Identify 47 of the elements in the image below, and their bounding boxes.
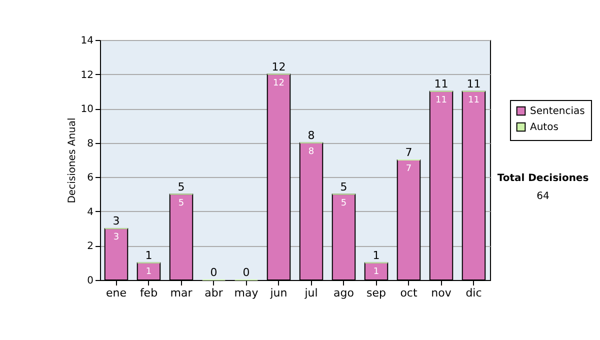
data-label: 8 — [308, 146, 314, 157]
y-tick-label: 14 — [80, 36, 94, 46]
x-tick-label: nov — [431, 286, 452, 300]
total-label: 3 — [112, 214, 120, 228]
x-tick-label: ago — [334, 286, 354, 300]
total-label: 0 — [210, 266, 218, 279]
y-tick-label: 0 — [87, 276, 94, 286]
y-axis-title: Decisiones Anual — [66, 118, 78, 204]
y-tick-label: 12 — [80, 70, 94, 81]
data-label: 5 — [340, 198, 347, 208]
total-label: 12 — [272, 60, 286, 74]
x-tick-label: ene — [106, 286, 127, 300]
text: Total Decisiones — [497, 173, 589, 184]
total-label: 11 — [466, 77, 481, 90]
data-label: 7 — [406, 164, 412, 174]
y-tick-label: 4 — [87, 206, 94, 218]
x-tick-label: oct — [400, 286, 418, 300]
x-tick-label: may — [234, 286, 259, 300]
data-label: 11 — [436, 95, 447, 106]
data-label: 1 — [373, 266, 380, 277]
total-label: 0 — [242, 266, 250, 279]
data-label: 5 — [178, 198, 184, 208]
x-tick-label: sep — [366, 286, 386, 300]
x-tick-label: jun — [269, 286, 288, 300]
total-label: 5 — [178, 180, 185, 194]
total-label: 8 — [308, 128, 315, 142]
x-tick-label: mar — [170, 286, 193, 300]
y-tick-label: 10 — [80, 104, 94, 116]
x-tick-label: feb — [140, 286, 158, 300]
text: 64 — [536, 191, 550, 202]
data-label: 12 — [273, 78, 284, 88]
data-label: 3 — [113, 232, 120, 243]
y-tick-label: 8 — [87, 138, 94, 150]
data-label: 1 — [146, 266, 152, 277]
total-label: 7 — [405, 146, 412, 159]
y-tick-label: 6 — [87, 172, 94, 184]
legend-label: Sentencias — [530, 106, 585, 117]
total-label: 1 — [372, 248, 380, 262]
total-label: 5 — [340, 180, 348, 194]
data-label: 11 — [468, 95, 480, 106]
y-tick-label: 2 — [87, 241, 94, 252]
legend-label: Autos — [530, 122, 558, 133]
x-tick-label: jul — [304, 286, 318, 300]
total-label: 11 — [434, 77, 448, 90]
x-tick-label: dic — [466, 286, 482, 300]
x-tick-label: abr — [204, 286, 224, 300]
total-label: 1 — [145, 248, 152, 262]
